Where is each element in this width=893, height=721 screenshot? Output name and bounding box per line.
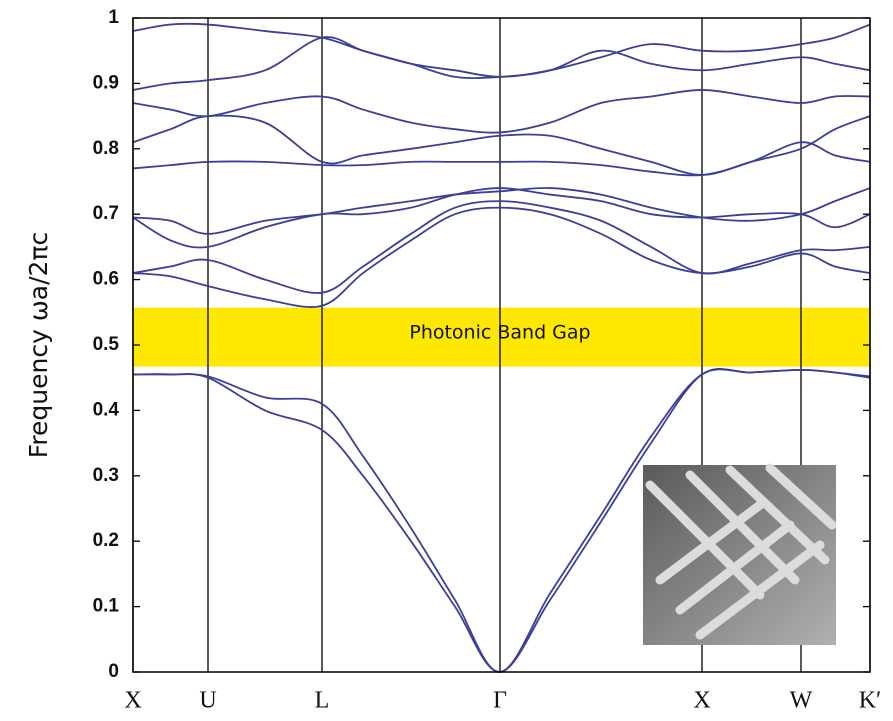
axes-layer: X U L Γ X W K′ 0 0.1 0.2 0.3 0.4 0.5 0.6 0.7 0.8 0.9 1 bbox=[93, 7, 882, 714]
y-tick-label: 0 bbox=[108, 661, 119, 682]
y-axis-label: Frequency ωa/2πc bbox=[24, 232, 53, 458]
x-tick-label: K′ bbox=[859, 688, 882, 714]
band-line bbox=[132, 114, 871, 176]
plot-frame bbox=[132, 17, 871, 673]
band-line bbox=[132, 187, 871, 235]
band-line bbox=[132, 206, 871, 308]
y-tick-label: 0.4 bbox=[93, 399, 120, 420]
band-line bbox=[132, 200, 871, 294]
y-tick-label: 0.2 bbox=[93, 530, 119, 551]
y-tick-label: 0.6 bbox=[93, 269, 119, 290]
y-tick-label: 0.9 bbox=[93, 72, 119, 93]
band-line bbox=[132, 141, 871, 177]
x-tick-label: U bbox=[199, 688, 216, 714]
y-tick-label: 0.3 bbox=[93, 465, 119, 486]
band-gap-layer: Photonic Band Gap bbox=[133, 307, 870, 367]
band-line bbox=[132, 36, 871, 91]
x-tick-label: X bbox=[693, 688, 710, 714]
x-tick-label: Γ bbox=[493, 688, 507, 714]
y-tick-label: 1 bbox=[108, 7, 119, 28]
band-line bbox=[132, 187, 871, 249]
y-tick-label: 0.1 bbox=[93, 596, 120, 617]
x-tick-label: W bbox=[790, 688, 813, 714]
y-tick-label: 0.7 bbox=[93, 203, 119, 224]
x-tick-label: L bbox=[315, 688, 330, 714]
x-tick-label: X bbox=[124, 688, 141, 714]
band-gap bbox=[133, 307, 870, 367]
y-tick-label: 0.8 bbox=[93, 138, 119, 159]
band-line bbox=[132, 89, 871, 134]
inset-image bbox=[643, 463, 837, 645]
bands-layer bbox=[132, 22, 871, 673]
y-tick-label: 0.5 bbox=[93, 334, 120, 355]
band-line bbox=[132, 22, 871, 78]
